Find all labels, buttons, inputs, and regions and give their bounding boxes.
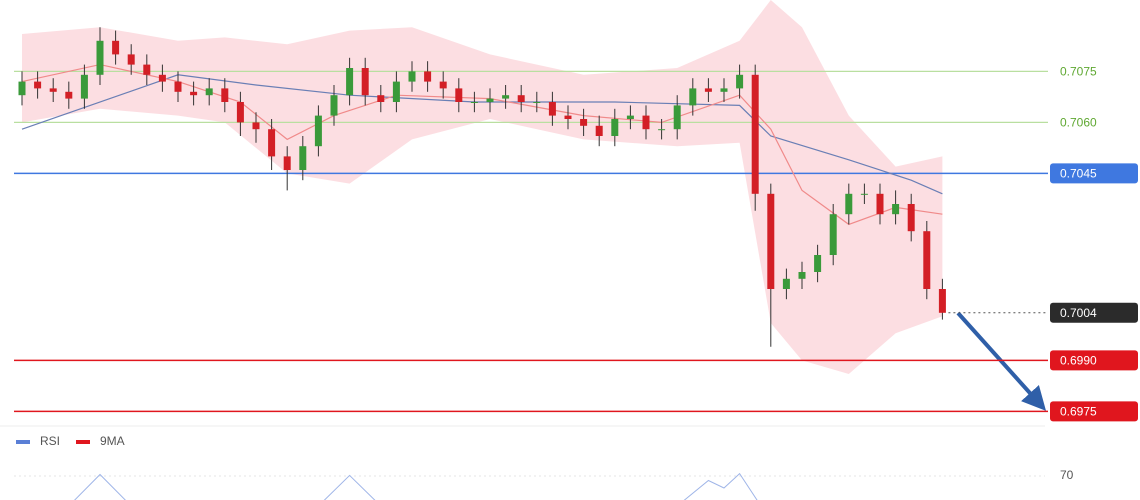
candle-body: [424, 71, 432, 82]
candle-body: [860, 193, 868, 195]
candle-body: [112, 40, 120, 55]
bollinger-band: [22, 0, 943, 374]
candle-body: [49, 88, 57, 92]
candle-body: [299, 146, 307, 170]
rsi-tick-label: 70: [1060, 468, 1074, 482]
candle-body: [533, 102, 541, 103]
candle-body: [814, 255, 822, 272]
level-label: 0.6990: [1060, 354, 1097, 368]
candle-body: [205, 88, 213, 96]
level-label-box: [1050, 163, 1138, 184]
level-label: 0.6975: [1060, 405, 1097, 419]
candle-body: [923, 231, 931, 289]
candle-body: [892, 204, 900, 215]
candle-body: [829, 214, 837, 255]
candle-body: [96, 40, 104, 75]
legend-swatch: [76, 440, 90, 444]
candle-body: [190, 91, 198, 96]
rsi-line: [74, 472, 758, 500]
candle-body: [174, 81, 182, 92]
candle-body: [314, 115, 322, 147]
candle-body: [720, 88, 728, 92]
candle-body: [642, 115, 650, 130]
candle-body: [564, 115, 572, 119]
candle-body: [236, 102, 244, 123]
candle-body: [689, 88, 697, 106]
candle-body: [80, 74, 88, 99]
candle-body: [736, 74, 744, 89]
forecast-arrow: [956, 311, 1047, 411]
level-label: 0.7060: [1060, 116, 1097, 130]
candle-body: [361, 68, 369, 96]
candle-body: [408, 71, 416, 82]
candle-body: [65, 91, 73, 99]
candle-body: [548, 102, 556, 116]
candle-body: [767, 193, 775, 289]
candle-body: [346, 68, 354, 96]
current-price-box: [1050, 302, 1138, 323]
candle-body: [392, 81, 400, 102]
level-label-box: [1050, 401, 1138, 422]
candle-body: [782, 278, 790, 289]
level-label: 0.7045: [1060, 167, 1097, 181]
legend-swatch: [16, 440, 30, 444]
candle-body: [502, 95, 510, 99]
candle-body: [580, 119, 588, 126]
candle-body: [268, 129, 276, 157]
level-label: 0.7075: [1060, 65, 1097, 79]
candle-body: [127, 54, 135, 65]
candle-body: [938, 289, 946, 313]
rsi-lines: [74, 472, 758, 500]
current-price-label: 0.7004: [1060, 306, 1097, 320]
candle-body: [486, 98, 494, 102]
candle-body: [283, 156, 291, 170]
candle-body: [658, 129, 666, 131]
level-label-box: [1050, 350, 1138, 371]
candle-body: [876, 193, 884, 215]
candle-body: [704, 88, 712, 92]
candle-body: [455, 88, 463, 102]
candle-body: [470, 102, 478, 103]
candle-body: [611, 119, 619, 136]
candle-body: [673, 105, 681, 130]
candle-body: [626, 115, 634, 119]
candle-body: [517, 95, 525, 102]
legend-label: 9MA: [100, 434, 125, 448]
candle-body: [252, 122, 260, 130]
candle-body: [143, 64, 151, 75]
candle-body: [751, 74, 759, 194]
candle-body: [158, 74, 166, 82]
moving-average: [21, 74, 943, 195]
candle-body: [907, 204, 915, 232]
candle-body: [221, 88, 229, 102]
candle-body: [798, 272, 806, 279]
legend-label: RSI: [40, 434, 60, 448]
candle-body: [595, 125, 603, 136]
candle-body: [34, 81, 42, 89]
candle-body: [377, 95, 385, 102]
candle-body: [439, 81, 447, 89]
candle-body: [18, 81, 26, 96]
candle-body: [330, 95, 338, 116]
candle-body: [845, 193, 853, 215]
